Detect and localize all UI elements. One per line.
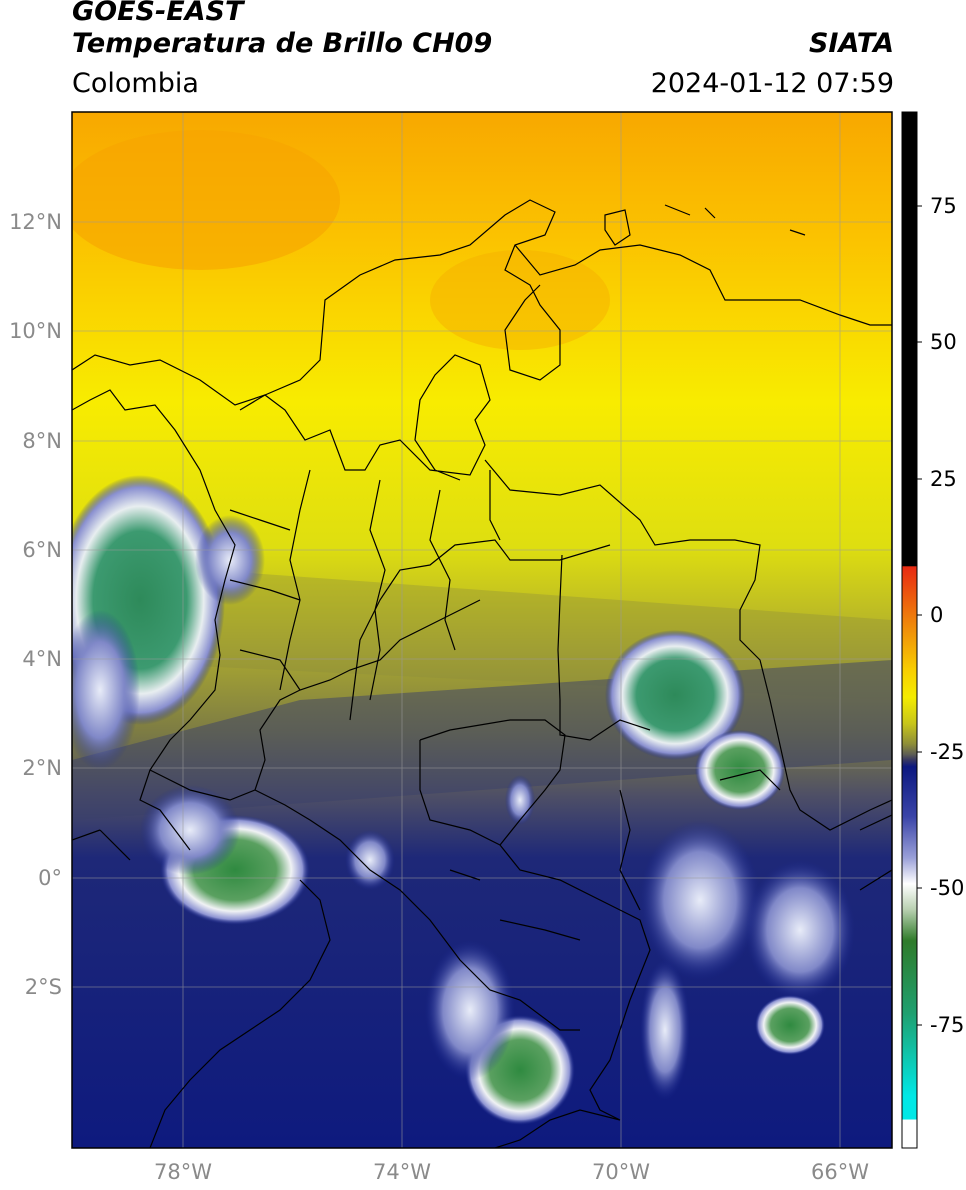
lat-tick-label: 0° (38, 866, 62, 890)
region-label: Colombia (72, 68, 199, 99)
graticule (72, 112, 892, 1148)
colorbar-tick-label: -75 (930, 1013, 965, 1037)
lon-tick-label: 70°W (592, 1160, 650, 1184)
datetime-label: 2024-01-12 07:59 (650, 68, 894, 99)
colorbar-tick-label: -50 (930, 876, 965, 900)
lat-tick-label: 8°N (22, 429, 62, 453)
colorbar-tick-label: 25 (930, 467, 957, 491)
agency-label: SIATA (808, 28, 894, 59)
lon-tick-label: 74°W (373, 1160, 431, 1184)
lat-tick-label: 6°N (22, 538, 62, 562)
lon-tick-label: 66°W (811, 1160, 869, 1184)
lat-tick-label: 10°N (9, 319, 62, 343)
lat-tick-label: 12°N (9, 210, 62, 234)
colorbar-tick-label: 50 (930, 330, 957, 354)
satellite-imagery (72, 112, 892, 1148)
colorbar-tick-label: 75 (930, 194, 957, 218)
lat-tick-label: 2°S (24, 975, 62, 999)
satellite-title: GOES-EAST (72, 0, 244, 27)
product-title: Temperatura de Brillo CH09 (72, 28, 493, 59)
lat-tick-label: 4°N (22, 647, 62, 671)
lat-tick-label: 2°N (22, 756, 62, 780)
borders (72, 199, 892, 1148)
map-frame (71, 111, 893, 1149)
colorbar (901, 111, 922, 1149)
lon-tick-label: 78°W (154, 1160, 212, 1184)
colorbar-tick-label: 0 (930, 603, 944, 627)
colorbar-tick-label: -25 (930, 740, 965, 764)
